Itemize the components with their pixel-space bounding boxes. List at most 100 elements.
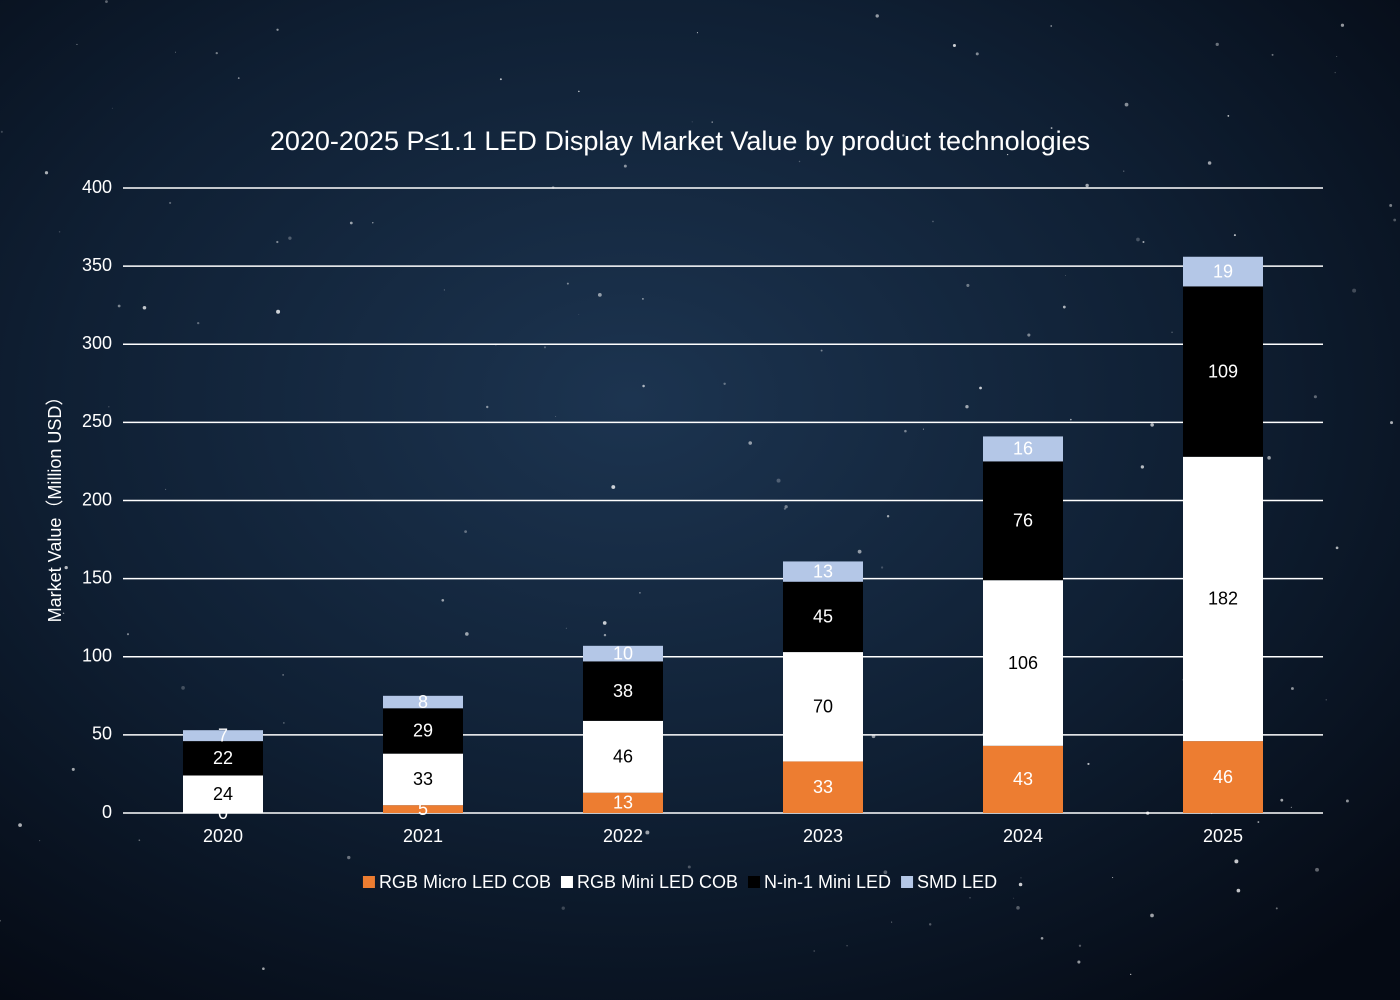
y-tick-label: 300 — [82, 333, 112, 353]
star — [288, 236, 292, 240]
bar-segment — [983, 745, 1063, 813]
star — [1291, 687, 1294, 690]
y-axis-label: Market Value（Million USD） — [45, 388, 65, 623]
star — [1150, 913, 1154, 918]
data-label: 76 — [1013, 511, 1033, 531]
star — [1016, 906, 1020, 910]
star — [1234, 859, 1239, 864]
data-label: 10 — [613, 643, 633, 663]
data-label: 45 — [813, 607, 833, 627]
bar-segment — [383, 708, 463, 754]
legend-swatch — [901, 876, 914, 888]
bar-segment — [183, 730, 263, 742]
legend-label: RGB Mini LED COB — [577, 872, 738, 892]
star — [979, 386, 982, 390]
star — [820, 349, 823, 352]
legend-label: SMD LED — [917, 872, 997, 892]
star — [1257, 821, 1260, 823]
star — [642, 384, 645, 388]
star — [578, 314, 580, 315]
star — [687, 865, 691, 869]
star — [175, 51, 177, 53]
star — [1207, 161, 1212, 165]
star — [64, 565, 68, 570]
bar-segment — [983, 580, 1063, 746]
star — [282, 722, 285, 724]
star — [276, 28, 279, 31]
star — [602, 621, 607, 625]
bar-segment — [383, 695, 463, 709]
y-tick-label: 200 — [82, 489, 112, 509]
star — [1325, 699, 1327, 701]
y-tick-label: 150 — [82, 567, 112, 587]
bar-segment — [783, 581, 863, 653]
star — [1040, 936, 1044, 940]
star — [966, 283, 970, 287]
star — [276, 240, 279, 244]
star — [1267, 456, 1271, 460]
bar-segment — [1183, 741, 1263, 813]
bar-segment — [1183, 286, 1263, 457]
star — [603, 633, 607, 637]
star — [611, 485, 616, 489]
star — [880, 566, 884, 569]
star — [1020, 877, 1022, 879]
data-label: 182 — [1208, 589, 1238, 609]
star — [1018, 882, 1023, 887]
star — [623, 164, 627, 168]
star — [169, 201, 172, 205]
star — [1050, 25, 1053, 27]
y-tick-label: 350 — [82, 255, 112, 275]
data-label: 46 — [613, 747, 633, 767]
star — [875, 14, 879, 18]
star — [1124, 102, 1129, 107]
data-label: 19 — [1213, 261, 1233, 281]
legend-label: RGB Micro LED COB — [379, 872, 551, 892]
star — [904, 429, 907, 433]
star — [566, 282, 569, 285]
bar-segment — [583, 645, 663, 662]
x-tick-label: 2020 — [203, 826, 243, 846]
star — [1215, 42, 1219, 47]
star — [565, 627, 567, 629]
star — [142, 305, 147, 310]
data-label: 5 — [418, 799, 428, 819]
star — [282, 674, 284, 676]
star — [499, 78, 502, 81]
legend: RGB Micro LED COB RGB Mini LED COB N-in-1 … — [362, 872, 997, 892]
star — [639, 592, 641, 594]
star — [691, 121, 693, 123]
star — [922, 428, 924, 430]
star — [642, 298, 644, 300]
star — [776, 478, 781, 483]
star — [39, 840, 41, 842]
data-label: 16 — [1013, 439, 1033, 459]
star — [597, 292, 602, 297]
bar-segment — [583, 720, 663, 793]
star — [1078, 944, 1082, 947]
chart-title: 2020-2025 P≤1.1 LED Display Market Value… — [270, 126, 1090, 156]
star — [1280, 798, 1284, 802]
bar-segment — [583, 661, 663, 721]
star — [1140, 465, 1145, 469]
star — [891, 921, 893, 923]
bar-segment — [983, 461, 1063, 581]
data-label: 7 — [218, 725, 228, 745]
star — [748, 441, 753, 445]
star — [486, 405, 489, 409]
star — [105, 0, 108, 3]
star — [44, 171, 49, 175]
star — [1130, 973, 1132, 976]
y-tick-label: 0 — [102, 802, 112, 822]
star — [883, 870, 888, 875]
star — [543, 346, 547, 349]
data-label: 29 — [413, 721, 433, 741]
star — [555, 415, 557, 417]
star — [1027, 333, 1031, 337]
bar-segment — [1183, 256, 1263, 287]
bar-segment — [583, 792, 663, 813]
x-tick-label: 2024 — [1003, 826, 1043, 846]
star — [0, 919, 1, 922]
